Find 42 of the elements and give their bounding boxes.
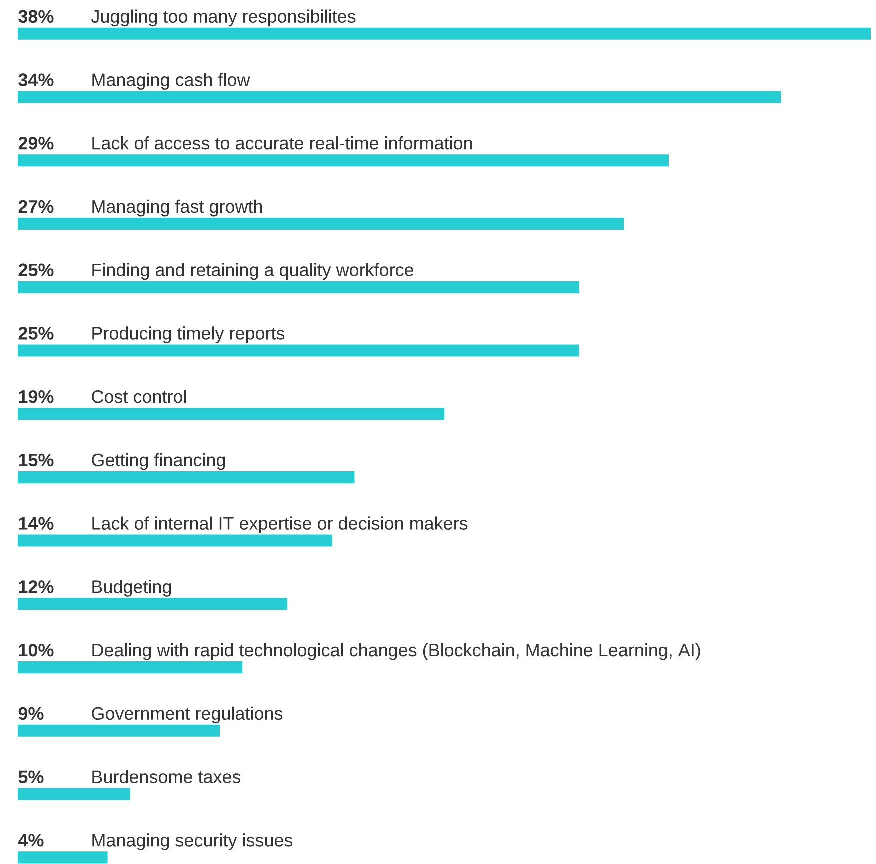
y-tick-label: Cost control — [92, 390, 186, 404]
y-tick-label: Lack of access to accurate real-time information — [92, 136, 472, 150]
y-tick-label: Government regulations — [92, 706, 283, 724]
data-label: 15% — [19, 454, 54, 467]
data-label: 38% — [18, 10, 54, 24]
data-label: 34% — [18, 74, 54, 86]
y-tick-label: Getting financing — [92, 453, 226, 470]
bar — [18, 788, 130, 800]
bar — [18, 662, 242, 674]
data-label: 12% — [19, 580, 54, 594]
data-label: 9% — [18, 707, 44, 720]
bar — [18, 154, 669, 167]
data-label: 10% — [19, 644, 54, 657]
bar — [18, 408, 445, 420]
data-label: 4% — [18, 834, 44, 847]
y-tick-label: Managing security issues — [92, 834, 293, 850]
bar — [18, 91, 782, 104]
y-tick-label: Juggling too many responsibilites — [91, 10, 356, 27]
bar — [18, 28, 872, 40]
bar — [18, 471, 355, 484]
bar — [18, 281, 580, 294]
data-label: 27% — [18, 200, 54, 214]
data-label: 19% — [19, 390, 54, 404]
y-tick-label: Budgeting — [92, 580, 172, 597]
bar — [18, 344, 580, 357]
data-label: 25% — [18, 264, 54, 277]
bar — [18, 852, 108, 864]
bar — [18, 724, 220, 737]
y-tick-label: Managing fast growth — [92, 200, 262, 217]
y-tick-label: Burdensome taxes — [92, 770, 241, 784]
y-tick-label: Lack of internal IT expertise or decision makers — [92, 516, 468, 534]
data-label: 14% — [19, 517, 54, 530]
bar — [18, 218, 624, 230]
bar — [18, 598, 288, 610]
data-label: 29% — [18, 137, 54, 150]
data-label: 25% — [18, 327, 54, 340]
y-tick-label: Producing timely reports — [92, 326, 285, 344]
y-tick-label: Managing cash flow — [92, 73, 250, 90]
bar — [18, 534, 332, 547]
y-tick-label: Dealing with rapid technological changes (Blockchain, Machine Learning, AI) — [92, 644, 700, 660]
data-label: 5% — [18, 770, 44, 784]
y-tick-label: Finding and retaining a quality workforce — [92, 263, 414, 280]
